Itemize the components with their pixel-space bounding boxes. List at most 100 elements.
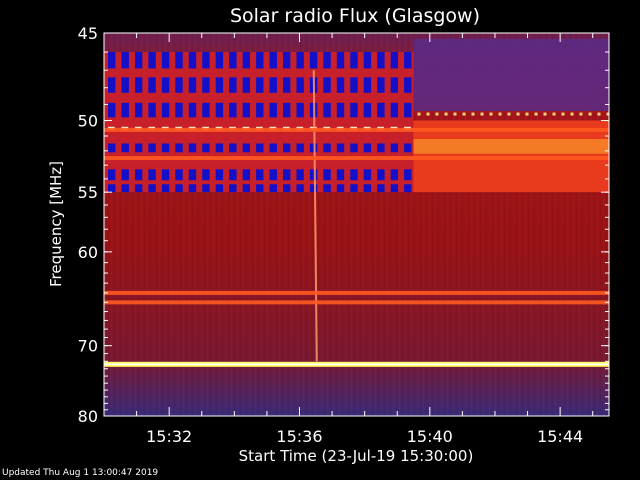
bright-band: [104, 290, 609, 295]
interference-pulse: [269, 143, 277, 153]
dotted-tone: [552, 112, 556, 116]
interference-pulse: [229, 102, 237, 118]
interference-pulse: [134, 102, 143, 118]
y-tick-label: 80: [78, 407, 98, 426]
interference-pulse: [215, 143, 224, 153]
interference-pulse: [323, 52, 331, 69]
y-tick-label: 55: [78, 183, 98, 202]
interference-pulse: [242, 52, 251, 69]
dotted-tone: [426, 112, 430, 116]
y-tick-label: 50: [78, 112, 98, 131]
interference-pulse: [377, 184, 385, 193]
interference-pulse: [229, 143, 237, 153]
interference-pulse: [282, 102, 291, 118]
interference-pulse: [282, 77, 291, 93]
interference-pulse: [161, 143, 170, 153]
interference-pulse: [377, 77, 385, 93]
bright-band: [104, 156, 609, 161]
interference-pulse: [242, 77, 251, 93]
y-tick-label: 70: [78, 337, 98, 356]
interference-pulse: [377, 102, 385, 118]
interference-pulse: [121, 184, 129, 193]
x-tick-label: 15:44: [537, 427, 583, 446]
interference-pulse: [269, 184, 277, 193]
interference-pulse: [215, 77, 224, 93]
interference-pulse: [282, 52, 291, 69]
dotted-tone: [525, 112, 529, 116]
interference-pulse: [134, 184, 143, 193]
interference-pulse: [282, 169, 291, 181]
interference-pulse: [148, 52, 156, 69]
interference-pulse: [390, 184, 399, 193]
interference-pulse: [188, 52, 197, 69]
dotted-tone: [471, 112, 475, 116]
interference-pulse: [175, 52, 183, 69]
interference-pulse: [377, 169, 385, 181]
radio-burst: [312, 70, 318, 362]
interference-pulse: [188, 184, 197, 193]
interference-region: [104, 52, 414, 193]
dotted-tone: [606, 112, 609, 116]
interference-pulse: [269, 77, 277, 93]
interference-pulse: [229, 169, 237, 181]
interference-pulse: [108, 102, 116, 118]
interference-pulse: [404, 169, 412, 181]
dotted-tone: [462, 112, 466, 116]
interference-pulse: [188, 169, 197, 181]
interference-pulse: [269, 102, 277, 118]
interference-pulse: [404, 184, 412, 193]
interference-pulse: [336, 77, 345, 93]
interference-pulse: [242, 102, 251, 118]
interference-pulse: [161, 184, 170, 193]
dotted-tone: [516, 112, 520, 116]
interference-pulse: [188, 102, 197, 118]
interference-pulse: [215, 184, 224, 193]
interference-pulse: [121, 169, 129, 181]
dotted-tone: [588, 112, 592, 116]
axes: 45 50 55 60 70 80 15:32 15:36 15:40 15:44: [78, 24, 610, 446]
interference-pulse: [336, 102, 345, 118]
chart-title: Solar radio Flux (Glasgow): [230, 5, 480, 27]
interference-pulse: [256, 52, 264, 69]
interference-pulse: [134, 77, 143, 93]
interference-pulse: [282, 143, 291, 153]
dotted-tone: [597, 112, 601, 116]
interference-pulse: [108, 52, 116, 69]
interference-pulse: [256, 77, 264, 93]
y-tick-label: 60: [78, 243, 98, 262]
upper-bright-core: [413, 139, 609, 154]
dotted-tone: [498, 112, 502, 116]
interference-pulse: [363, 52, 372, 69]
interference-pulse: [202, 184, 210, 193]
interference-pulse: [229, 77, 237, 93]
dotted-tone: [579, 112, 583, 116]
dotted-tone: [435, 112, 439, 116]
interference-pulse: [215, 102, 224, 118]
bright-band: [104, 300, 609, 305]
interference-pulse: [175, 184, 183, 193]
interference-pulse: [108, 143, 116, 153]
interference-pulse: [175, 102, 183, 118]
dotted-tone: [489, 112, 493, 116]
x-tick-label: 15:32: [146, 427, 192, 446]
interference-pulse: [390, 169, 399, 181]
interference-pulse: [215, 52, 224, 69]
interference-pulse: [121, 102, 129, 118]
update-timestamp: Updated Thu Aug 1 13:00:47 2019: [2, 468, 159, 478]
interference-pulse: [134, 143, 143, 153]
interference-pulse: [161, 169, 170, 181]
interference-pulse: [323, 143, 331, 153]
interference-pulse: [229, 52, 237, 69]
interference-pulse: [390, 143, 399, 153]
dotted-tone: [480, 112, 484, 116]
interference-pulse: [108, 77, 116, 93]
y-tick-label: 45: [78, 24, 98, 43]
interference-pulse: [188, 77, 197, 93]
interference-pulse: [242, 184, 251, 193]
interference-pulse: [148, 184, 156, 193]
interference-pulse: [336, 169, 345, 181]
interference-pulse: [256, 102, 264, 118]
interference-pulse: [296, 184, 304, 193]
interference-pulse: [350, 102, 358, 118]
